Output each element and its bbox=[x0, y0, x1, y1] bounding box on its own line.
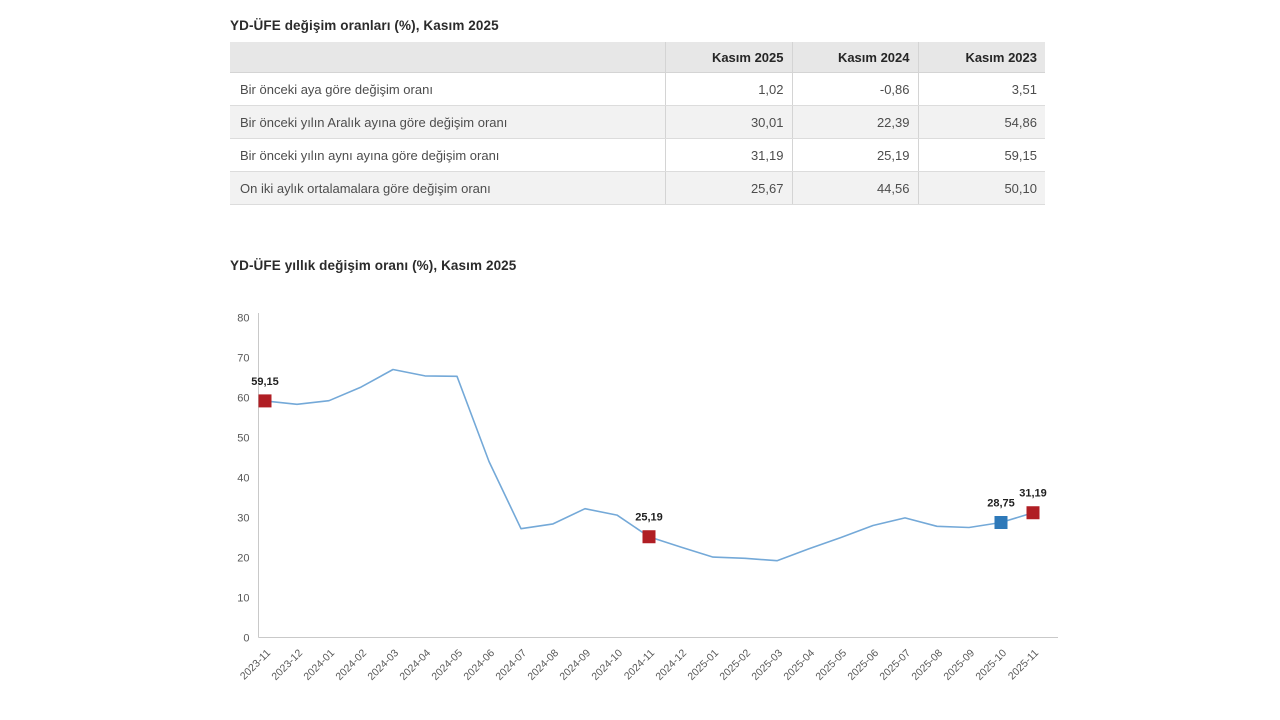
x-tick-label: 2024-09 bbox=[557, 647, 593, 683]
row-value: 30,01 bbox=[664, 105, 792, 139]
header-kasim-2023: Kasım 2023 bbox=[917, 42, 1045, 73]
x-tick-label: 2025-09 bbox=[941, 647, 977, 683]
x-tick-label: 2025-02 bbox=[717, 647, 753, 683]
marker-value-label: 25,19 bbox=[635, 512, 663, 524]
data-marker bbox=[258, 394, 272, 408]
header-empty-cell bbox=[230, 42, 665, 73]
x-tick-label: 2025-07 bbox=[877, 647, 913, 683]
x-tick-label: 2024-07 bbox=[493, 647, 529, 683]
table-row-monthly-change: Bir önceki aya göre değişim oranı 1,02 -… bbox=[230, 72, 1045, 106]
data-marker bbox=[1026, 506, 1040, 520]
y-tick-label: 50 bbox=[237, 433, 249, 445]
data-marker bbox=[642, 530, 656, 544]
x-tick-label: 2025-03 bbox=[749, 647, 785, 683]
x-tick-label: 2025-01 bbox=[685, 647, 721, 683]
table-row-annual-change: Bir önceki yılın aynı ayına göre değişim… bbox=[230, 138, 1045, 172]
y-tick-label: 40 bbox=[237, 473, 249, 485]
row-value: 25,67 bbox=[664, 171, 792, 205]
x-tick-label: 2024-05 bbox=[429, 647, 465, 683]
x-tick-label: 2025-05 bbox=[813, 647, 849, 683]
y-tick-label: 0 bbox=[243, 633, 249, 645]
y-tick-label: 20 bbox=[237, 553, 249, 565]
x-tick-label: 2025-08 bbox=[909, 647, 945, 683]
x-tick-label: 2024-10 bbox=[589, 647, 625, 683]
x-tick-label: 2023-11 bbox=[238, 647, 273, 682]
x-tick-label: 2025-10 bbox=[973, 647, 1009, 683]
x-tick-label: 2024-03 bbox=[365, 647, 401, 683]
marker-value-label: 31,19 bbox=[1019, 488, 1047, 500]
row-value: 59,15 bbox=[917, 138, 1045, 172]
data-marker bbox=[994, 516, 1008, 529]
x-tick-label: 2024-12 bbox=[653, 647, 689, 683]
y-tick-label: 80 bbox=[237, 313, 249, 325]
row-value: 25,19 bbox=[791, 138, 918, 172]
table-title: YD-ÜFE değişim oranları (%), Kasım 2025 bbox=[230, 18, 499, 33]
header-kasim-2025: Kasım 2025 bbox=[664, 42, 792, 73]
x-tick-label: 2024-11 bbox=[622, 647, 657, 682]
row-label: Bir önceki yılın aynı ayına göre değişim… bbox=[230, 138, 665, 172]
row-value: 44,56 bbox=[791, 171, 918, 205]
x-tick-label: 2025-11 bbox=[1006, 647, 1041, 682]
y-tick-label: 60 bbox=[237, 393, 249, 405]
row-value: 31,19 bbox=[664, 138, 792, 172]
x-tick-label: 2024-02 bbox=[333, 647, 369, 683]
x-tick-label: 2024-08 bbox=[525, 647, 561, 683]
row-value: 54,86 bbox=[917, 105, 1045, 139]
x-tick-label: 2024-06 bbox=[461, 647, 497, 683]
x-tick-label: 2024-04 bbox=[397, 647, 433, 683]
marker-value-label: 59,15 bbox=[251, 376, 279, 388]
row-label: On iki aylık ortalamalara göre değişim o… bbox=[230, 171, 665, 205]
rates-table: Kasım 2025 Kasım 2024 Kasım 2023 Bir önc… bbox=[230, 42, 1045, 205]
line-chart: 010203040506070802023-112023-122024-0120… bbox=[237, 313, 1058, 683]
row-value: 22,39 bbox=[791, 105, 918, 139]
row-label: Bir önceki aya göre değişim oranı bbox=[230, 72, 665, 106]
marker-value-label: 28,75 bbox=[987, 498, 1015, 510]
row-label: Bir önceki yılın Aralık ayına göre değiş… bbox=[230, 105, 665, 139]
table-row-twelve-month-avg: On iki aylık ortalamalara göre değişim o… bbox=[230, 171, 1045, 205]
y-tick-label: 10 bbox=[237, 593, 249, 605]
table-row-since-december: Bir önceki yılın Aralık ayına göre değiş… bbox=[230, 105, 1045, 139]
x-tick-label: 2024-01 bbox=[301, 647, 337, 683]
x-tick-label: 2025-04 bbox=[781, 647, 817, 683]
x-tick-label: 2023-12 bbox=[269, 647, 305, 683]
table-header-row: Kasım 2025 Kasım 2024 Kasım 2023 bbox=[230, 42, 1045, 73]
chart-title: YD-ÜFE yıllık değişim oranı (%), Kasım 2… bbox=[230, 258, 517, 273]
row-value: 1,02 bbox=[664, 72, 792, 106]
y-tick-label: 70 bbox=[237, 353, 249, 365]
rates-table-section: YD-ÜFE değişim oranları (%), Kasım 2025 … bbox=[230, 18, 1045, 205]
y-tick-label: 30 bbox=[237, 513, 249, 525]
row-value: -0,86 bbox=[791, 72, 918, 106]
row-value: 50,10 bbox=[917, 171, 1045, 205]
header-kasim-2024: Kasım 2024 bbox=[791, 42, 918, 73]
row-value: 3,51 bbox=[917, 72, 1045, 106]
x-tick-label: 2025-06 bbox=[845, 647, 881, 683]
